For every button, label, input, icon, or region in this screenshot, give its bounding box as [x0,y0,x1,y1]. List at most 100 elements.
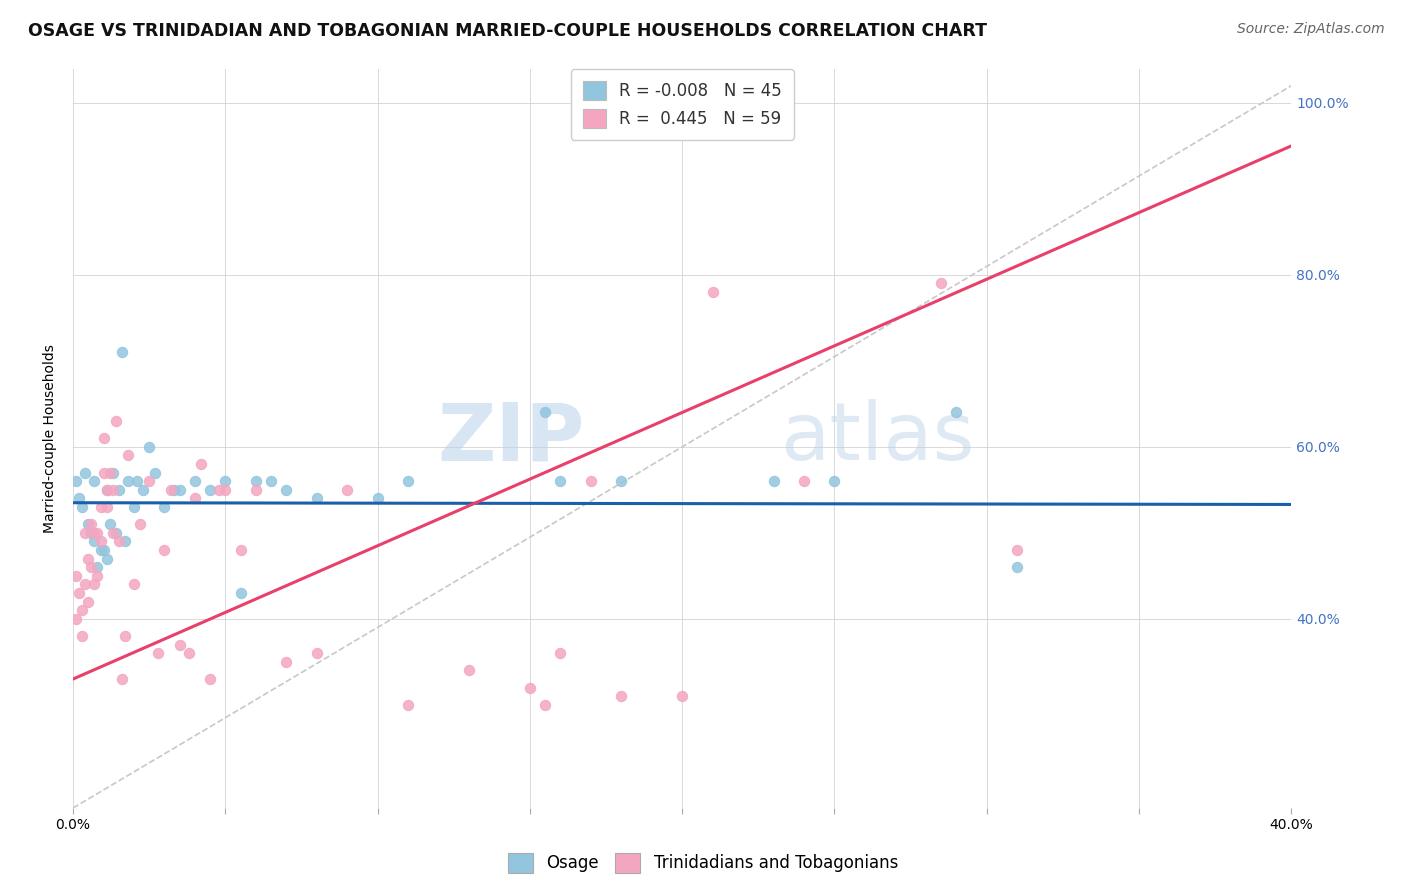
Point [93,431,115,445]
Point [104,525,127,540]
Point [70,500,93,514]
Point [101,483,124,497]
Point [98,466,121,480]
Point [96,483,118,497]
Point [579,475,602,489]
Point [117,449,139,463]
Point [101,525,124,540]
Point [80,517,103,532]
Point [122,500,145,514]
Point [245,475,267,489]
Point [610,689,633,703]
Point [132,483,155,497]
Point [143,466,166,480]
Point [86,569,108,583]
Point [276,483,298,497]
Point [945,405,967,419]
Point [305,491,328,506]
Point [190,457,212,471]
Point [77,551,100,566]
Point [89,543,111,558]
Point [260,475,283,489]
Point [93,466,115,480]
Point [610,475,633,489]
Point [177,646,200,660]
Text: Source: ZipAtlas.com: Source: ZipAtlas.com [1237,22,1385,37]
Point [824,475,846,489]
Point [184,475,207,489]
Point [229,543,252,558]
Point [929,277,952,291]
Point [70,603,93,617]
Point [96,483,118,497]
Point [671,689,693,703]
Point [396,475,419,489]
Point [83,475,105,489]
Point [138,440,160,454]
Legend: Osage, Trinidadians and Tobagonians: Osage, Trinidadians and Tobagonians [501,847,905,880]
Point [98,517,121,532]
Point [153,543,176,558]
Point [75,577,97,591]
Text: ZIP: ZIP [437,400,585,477]
Point [65,569,87,583]
Point [111,345,134,359]
Point [367,491,389,506]
Point [80,560,103,574]
Point [153,500,176,514]
Point [702,285,724,299]
Point [458,664,481,678]
Point [89,534,111,549]
Point [111,672,134,686]
Text: OSAGE VS TRINIDADIAN AND TOBAGONIAN MARRIED-COUPLE HOUSEHOLDS CORRELATION CHART: OSAGE VS TRINIDADIAN AND TOBAGONIAN MARR… [28,22,987,40]
Point [214,475,236,489]
Point [83,525,105,540]
Point [93,543,115,558]
Point [70,629,93,643]
Point [208,483,231,497]
Point [519,681,541,695]
Point [229,586,252,600]
Point [114,629,136,643]
Point [86,525,108,540]
Point [122,577,145,591]
Point [114,534,136,549]
Point [762,475,785,489]
Point [534,405,557,419]
Point [148,646,170,660]
Point [96,500,118,514]
Point [1005,543,1028,558]
Point [117,475,139,489]
Point [75,525,97,540]
Point [96,551,118,566]
Point [245,483,267,497]
Point [125,475,148,489]
Point [138,475,160,489]
Point [67,586,90,600]
Point [83,577,105,591]
Point [83,534,105,549]
Text: atlas: atlas [780,400,974,477]
Point [86,560,108,574]
Point [793,475,815,489]
Point [159,483,181,497]
Point [80,525,103,540]
Point [198,672,221,686]
Point [276,655,298,669]
Point [67,491,90,506]
Point [77,517,100,532]
Point [65,612,87,626]
Y-axis label: Married-couple Households: Married-couple Households [44,343,58,533]
Point [305,646,328,660]
Point [75,466,97,480]
Point [89,500,111,514]
Point [101,466,124,480]
Point [1005,560,1028,574]
Point [169,483,191,497]
Point [107,483,129,497]
Point [129,517,152,532]
Point [396,698,419,712]
Point [336,483,359,497]
Legend: R = -0.008   N = 45, R =  0.445   N = 59: R = -0.008 N = 45, R = 0.445 N = 59 [571,70,793,140]
Point [214,483,236,497]
